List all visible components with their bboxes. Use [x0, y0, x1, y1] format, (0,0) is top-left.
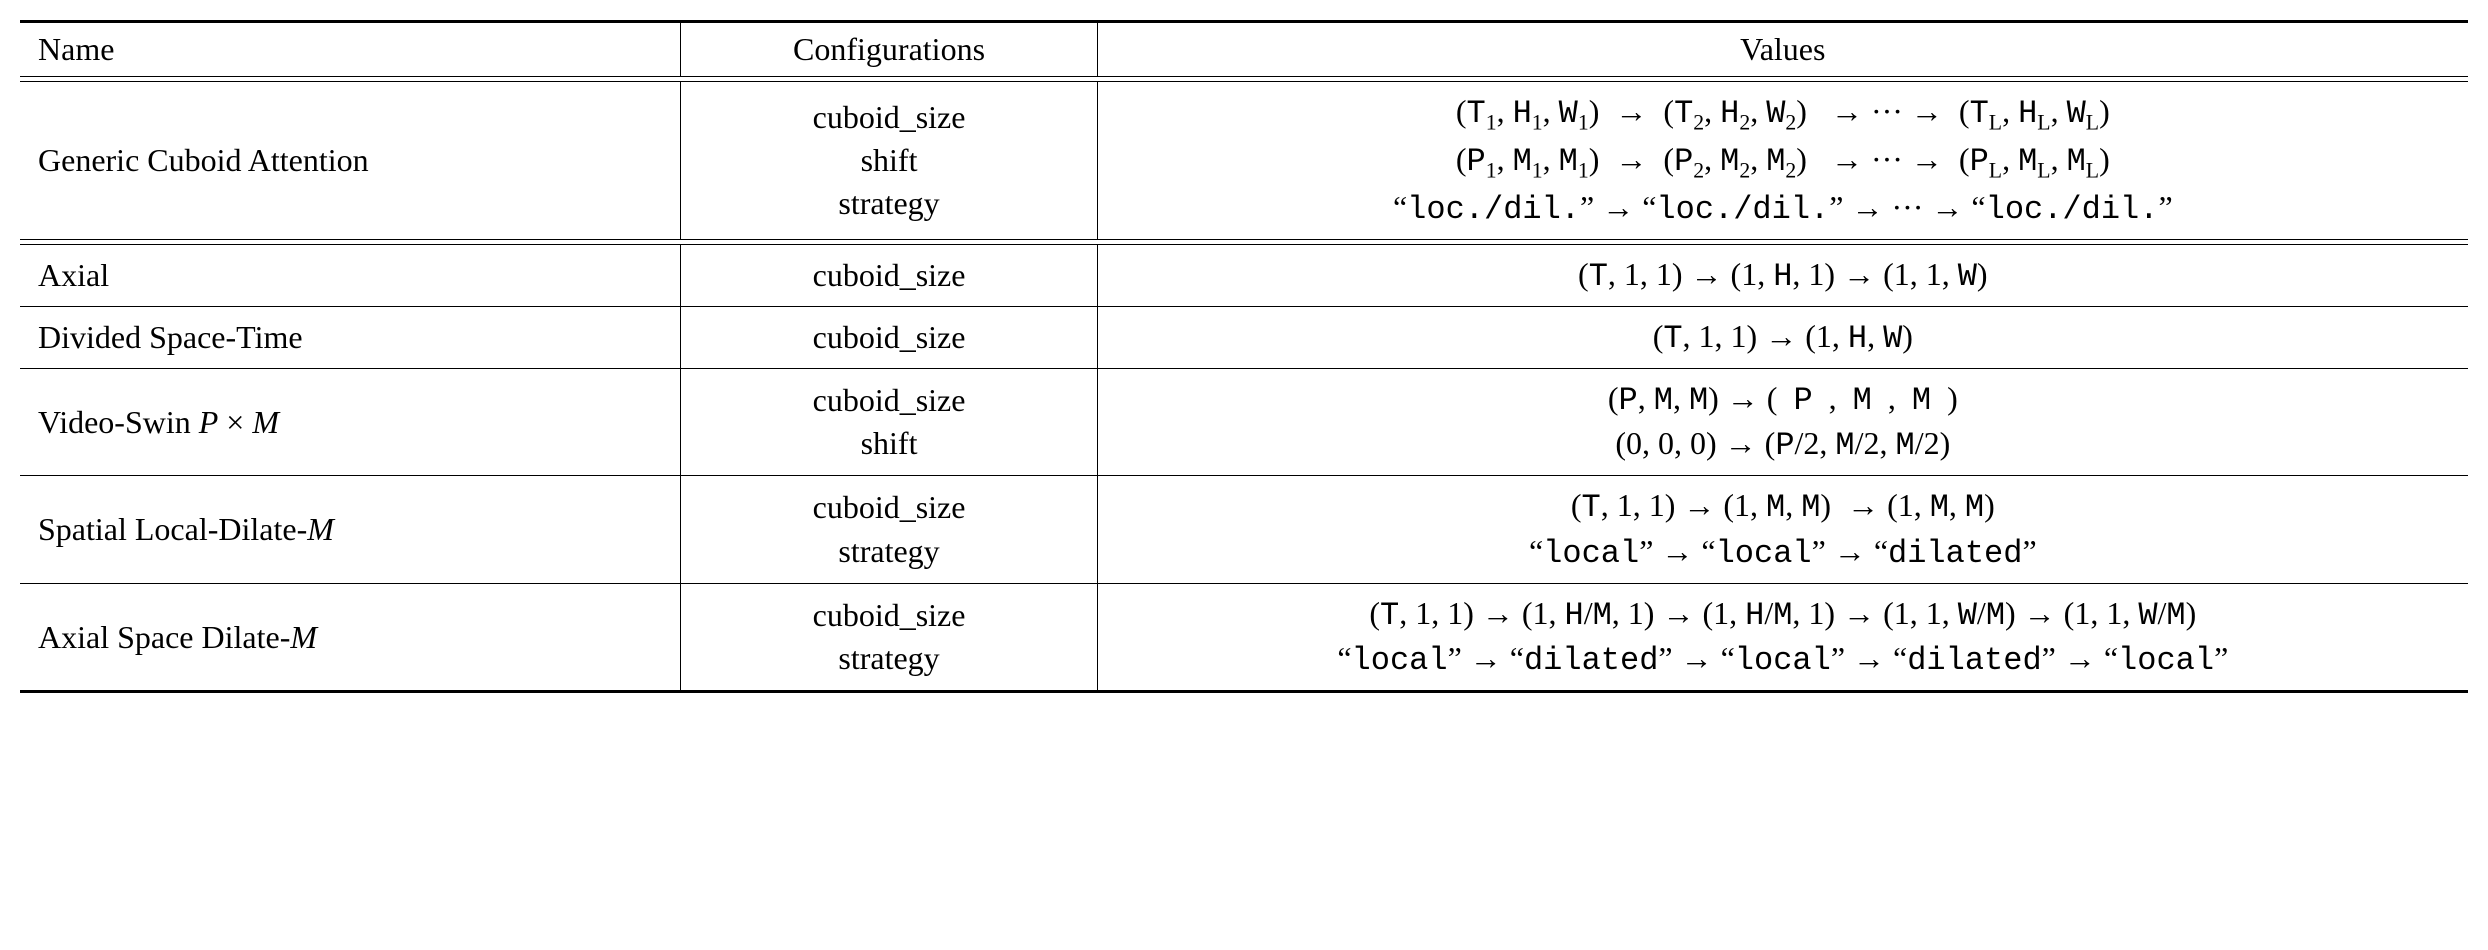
value-item: (T, 1, 1) → (1, H/M, 1) → (1, H/M, 1) → … — [1116, 592, 2450, 637]
value-item: “local” → “dilated” → “local” → “dilated… — [1116, 637, 2450, 682]
value-item: (T1, H1, W1) → (T2, H2, W2) → ··· → (TL,… — [1116, 90, 2450, 138]
value-item: “local” → “local” → “dilated” — [1116, 530, 2450, 575]
config-item: cuboid_size — [699, 379, 1078, 422]
config-item: strategy — [699, 530, 1078, 573]
row-name: Generic Cuboid Attention — [20, 82, 681, 240]
table-header-row: Name Configurations Values — [20, 22, 2468, 77]
config-item: cuboid_size — [699, 594, 1078, 637]
value-item: (T, 1, 1) → (1, H, 1) → (1, 1, W) — [1116, 253, 2450, 298]
table-row: Divided Space-Time cuboid_size (T, 1, 1) →… — [20, 306, 2468, 368]
row-name: Divided Space-Time — [20, 306, 681, 368]
row-configs: cuboid_sizeshift — [681, 369, 1097, 476]
col-header-name: Name — [20, 22, 681, 77]
row-values: (T, 1, 1) → (1, M, M) → (1, M, M)“local”… — [1097, 476, 2468, 583]
config-item: cuboid_size — [699, 316, 1078, 359]
table-row: Video-Swin P × Mcuboid_sizeshift(P, M, M… — [20, 369, 2468, 476]
row-configs: cuboid_sizestrategy — [681, 476, 1097, 583]
config-item: cuboid_size — [699, 254, 1078, 297]
row-values: (T, 1, 1) → (1, H/M, 1) → (1, H/M, 1) → … — [1097, 583, 2468, 691]
row-configs: cuboid_size — [681, 244, 1097, 306]
value-item: (0, 0, 0) → (P/2, M/2, M/2) — [1116, 422, 2450, 467]
row-name: Axial Space Dilate-M — [20, 583, 681, 691]
row-name: Spatial Local-Dilate-M — [20, 476, 681, 583]
row-configs: cuboid_size — [681, 306, 1097, 368]
config-item: cuboid_size — [699, 96, 1078, 139]
row-configs: cuboid_sizeshiftstrategy — [681, 82, 1097, 240]
row-values: (T, 1, 1) → (1, H, 1) → (1, 1, W) — [1097, 244, 2468, 306]
value-item: (T, 1, 1) → (1, H, W) — [1116, 315, 2450, 360]
config-item: strategy — [699, 182, 1078, 225]
row-values: (T, 1, 1) → (1, H, W) — [1097, 306, 2468, 368]
row-values: (P, M, M) → ( P , M , M )(0, 0, 0) → (P/… — [1097, 369, 2468, 476]
config-item: strategy — [699, 637, 1078, 680]
value-item: (T, 1, 1) → (1, M, M) → (1, M, M) — [1116, 484, 2450, 529]
row-values: (T1, H1, W1) → (T2, H2, W2) → ··· → (TL,… — [1097, 82, 2468, 240]
value-item: (P, M, M) → ( P , M , M ) — [1116, 377, 2450, 422]
col-header-values: Values — [1097, 22, 2468, 77]
row-name: Axial — [20, 244, 681, 306]
col-header-config: Configurations — [681, 22, 1097, 77]
table-row: Generic Cuboid Attentioncuboid_sizeshift… — [20, 82, 2468, 240]
table-row: Axial Space Dilate-Mcuboid_sizestrategy(… — [20, 583, 2468, 691]
row-name: Video-Swin P × M — [20, 369, 681, 476]
table-row: Spatial Local-Dilate-Mcuboid_sizestrateg… — [20, 476, 2468, 583]
config-item: shift — [699, 422, 1078, 465]
table-body: Generic Cuboid Attentioncuboid_sizeshift… — [20, 82, 2468, 692]
attention-patterns-table: Name Configurations Values Generic Cuboi… — [20, 20, 2468, 693]
row-configs: cuboid_sizestrategy — [681, 583, 1097, 691]
config-item: shift — [699, 139, 1078, 182]
table-row: Axial cuboid_size (T, 1, 1) → (1, H, 1) → … — [20, 244, 2468, 306]
config-item: cuboid_size — [699, 486, 1078, 529]
value-item: (P1, M1, M1) → (P2, M2, M2) → ··· → (PL,… — [1116, 138, 2450, 186]
value-item: “loc./dil.” → “loc./dil.” → ··· → “loc./… — [1116, 186, 2450, 231]
